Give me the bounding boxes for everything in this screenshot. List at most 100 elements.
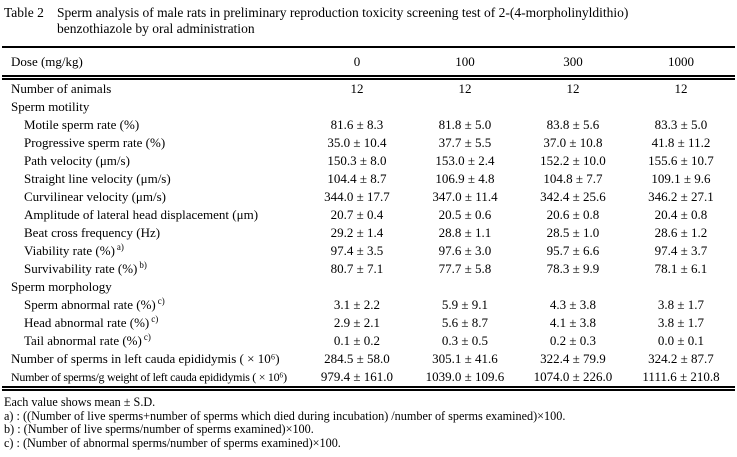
table-header: Dose (mg/kg) 0 100 300 1000 [2, 47, 735, 80]
cell-value: 104.8 ± 7.7 [543, 171, 603, 186]
cell-value: 12 [674, 81, 688, 96]
row-label: Number of sperms in left cauda epididymi… [2, 350, 303, 368]
cell-value: 109.1 ± 9.6 [651, 171, 711, 186]
cell-value: 346.2 ± 27.1 [648, 189, 714, 204]
cell-value: 322.4 ± 79.9 [540, 351, 606, 366]
cell-value [519, 98, 627, 116]
row-label-text: Number of sperms in left cauda epididymi… [11, 351, 280, 366]
row-label: Progressive sperm rate (%) [2, 134, 303, 152]
cell-value: 83.3 ± 5.0 [654, 117, 708, 132]
table-row: Head abnormal rate (%) c) 2.9 ± 2.1 5.6 ± 8… [2, 314, 735, 332]
cell-value: 28.5 ± 1.0 [546, 225, 600, 240]
cell-value: 80.7 ± 7.1 [330, 261, 384, 276]
footnote-marker: b) [139, 259, 147, 270]
cell-value: 284.5 ± 58.0 [324, 351, 390, 366]
cell-value: 29.2 ± 1.4 [330, 225, 384, 240]
cell-value: 41.8 ± 11.2 [651, 135, 711, 150]
cell-value: 2.9 ± 2.1 [333, 315, 381, 330]
table-row: Number of sperms/g weight of left cauda … [2, 368, 735, 389]
table-row: Path velocity (μm/s) 150.3 ± 8.0 153.0 ± 2… [2, 152, 735, 170]
row-label-text: Survivability rate (%) [24, 261, 138, 276]
cell-value: 28.6 ± 1.2 [654, 225, 708, 240]
row-label-text: Tail abnormal rate (%) [24, 333, 142, 348]
cell-value: 5.6 ± 8.7 [441, 315, 489, 330]
cell-value: 20.5 ± 0.6 [438, 207, 492, 222]
row-label: Number of sperms/g weight of left cauda … [2, 368, 303, 389]
table-title-line2: benzothiazole by oral administration [57, 21, 255, 36]
row-label-text: Sperm abnormal rate (%) [24, 297, 156, 312]
cell-value: 3.8 ± 1.7 [657, 315, 705, 330]
table-title: Sperm analysis of male rats in prelimina… [57, 5, 628, 37]
section-row: Sperm motility [2, 98, 735, 116]
table-row: Number of animals 12 12 12 12 [2, 78, 735, 99]
row-label: Path velocity (μm/s) [2, 152, 303, 170]
cell-value: 37.0 ± 10.8 [543, 135, 603, 150]
row-label: Head abnormal rate (%) c) [2, 314, 303, 332]
cell-value: 97.6 ± 3.0 [438, 243, 492, 258]
cell-value: 12 [566, 81, 580, 96]
row-label-text: Sperm motility [11, 99, 90, 114]
cell-value: 81.8 ± 5.0 [438, 117, 492, 132]
cell-value: 1111.6 ± 210.8 [642, 369, 720, 384]
table-row: Progressive sperm rate (%) 35.0 ± 10.4 37.… [2, 134, 735, 152]
table-number: Table 2 [4, 5, 44, 20]
cell-value: 0.1 ± 0.2 [333, 333, 381, 348]
cell-value: 20.4 ± 0.8 [654, 207, 708, 222]
cell-value: 155.6 ± 10.7 [648, 153, 714, 168]
footnote-c: c) : (Number of abnormal sperms/number o… [4, 435, 341, 450]
footnote-marker: c) [157, 295, 165, 306]
cell-value: 979.4 ± 161.0 [320, 369, 394, 384]
cell-value [519, 278, 627, 296]
cell-value: 20.6 ± 0.8 [546, 207, 600, 222]
row-label: Beat cross frequency (Hz) [2, 224, 303, 242]
cell-value: 97.4 ± 3.7 [654, 243, 708, 258]
table-row: Sperm abnormal rate (%) c) 3.1 ± 2.2 5.9 ± … [2, 296, 735, 314]
cell-value [411, 278, 519, 296]
cell-value: 344.0 ± 17.7 [324, 189, 390, 204]
cell-value [627, 98, 735, 116]
cell-value: 4.1 ± 3.8 [549, 315, 597, 330]
row-label: Sperm abnormal rate (%) c) [2, 296, 303, 314]
cell-value: 324.2 ± 87.7 [648, 351, 714, 366]
cell-value: 83.8 ± 5.6 [546, 117, 600, 132]
row-label-text: Number of sperms/g weight of left cauda … [11, 369, 287, 384]
row-label: Amplitude of lateral head displacement (… [2, 206, 303, 224]
table-row: Curvilinear velocity (μm/s) 344.0 ± 17.7 3… [2, 188, 735, 206]
table-row: Number of sperms in left cauda epididymi… [2, 350, 735, 368]
cell-value: 0.3 ± 0.5 [441, 333, 489, 348]
cell-value: 342.4 ± 25.6 [540, 189, 606, 204]
row-label: Sperm motility [2, 98, 303, 116]
cell-value: 37.7 ± 5.5 [438, 135, 492, 150]
footnotes: Each value shows mean ± S.D. a) : ((Numb… [0, 391, 737, 450]
footnote-marker: a) [116, 241, 124, 252]
cell-value [411, 98, 519, 116]
row-label: Curvilinear velocity (μm/s) [2, 188, 303, 206]
cell-value: 3.1 ± 2.2 [333, 297, 381, 312]
cell-value: 0.2 ± 0.3 [549, 333, 597, 348]
footnote-marker: c) [143, 331, 151, 342]
col-header-dose-100: 100 [411, 47, 519, 80]
cell-value [627, 278, 735, 296]
cell-value: 5.9 ± 9.1 [441, 297, 489, 312]
cell-value [303, 278, 411, 296]
row-label-text: Viability rate (%) [24, 243, 115, 258]
table-caption: Table 2 Sperm analysis of male rats in p… [0, 0, 737, 37]
cell-value: 97.4 ± 3.5 [330, 243, 384, 258]
cell-value: 104.4 ± 8.7 [327, 171, 387, 186]
row-label: Tail abnormal rate (%) c) [2, 332, 303, 350]
row-label: Survivability rate (%) b) [2, 260, 303, 278]
cell-value: 150.3 ± 8.0 [327, 153, 387, 168]
cell-value: 78.3 ± 9.9 [546, 261, 600, 276]
cell-value: 0.0 ± 0.1 [657, 333, 705, 348]
col-header-dose-1000: 1000 [627, 47, 735, 80]
footnote-b: b) : (Number of live sperms/number of sp… [4, 422, 314, 437]
table-row: Viability rate (%) a) 97.4 ± 3.5 97.6 ± 3.0… [2, 242, 735, 260]
cell-value: 35.0 ± 10.4 [327, 135, 387, 150]
row-label-text: Amplitude of lateral head displacement (… [24, 207, 259, 222]
table-row: Straight line velocity (μm/s) 104.4 ± 8.7… [2, 170, 735, 188]
cell-value: 28.8 ± 1.1 [438, 225, 492, 240]
table-row: Survivability rate (%) b) 80.7 ± 7.1 77.7 ±… [2, 260, 735, 278]
sperm-analysis-table: Dose (mg/kg) 0 100 300 1000 Number of an… [2, 46, 735, 391]
col-header-dose-label: Dose (mg/kg) [2, 47, 303, 80]
header-row: Dose (mg/kg) 0 100 300 1000 [2, 47, 735, 80]
